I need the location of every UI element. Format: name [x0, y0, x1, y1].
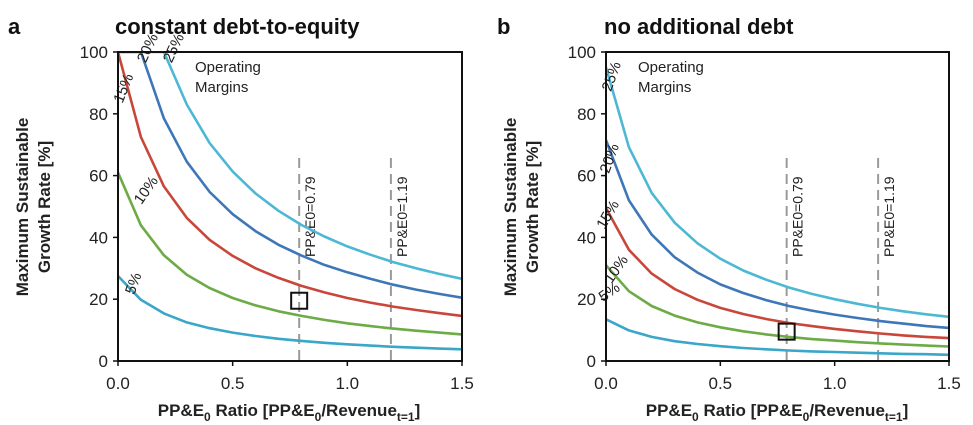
svg-text:PP&E0 Ratio [PP&E0/Revenuet=1]: PP&E0 Ratio [PP&E0/Revenuet=1] [646, 401, 909, 424]
x-axis-title-b: PP&E0 Ratio [PP&E0/Revenuet=1] [646, 401, 909, 424]
x-tick-label-b-0: 0.0 [594, 374, 618, 393]
x-tick-label-b-1: 0.5 [709, 374, 733, 393]
panel-title-a: constant debt-to-equity [115, 14, 360, 39]
y-tick-label-b-0: 0 [587, 352, 596, 371]
series-line-b-20pct [606, 139, 949, 330]
plot-area-b: PP&E0=0.79 PP&E0=1.195%10%15%20%25% Operat… [568, 43, 961, 393]
curve-label-a-10pct: 10% [131, 173, 162, 207]
panel-b: b no additional debt Maximum Sustainable… [497, 14, 961, 424]
highlight-box-b [777, 322, 796, 341]
note-margins-b: Margins [638, 79, 691, 96]
note-operating-b: Operating [638, 59, 704, 76]
x-tick-label-b-3: 1.5 [937, 374, 961, 393]
y-axis-title-a-line2: Growth Rate [%] [35, 141, 54, 273]
y-tick-label-a-3: 60 [89, 167, 108, 186]
y-tick-label-b-4: 80 [577, 105, 596, 124]
series-line-b-15pct [606, 207, 949, 340]
curve-label-a-15pct: 15% [110, 71, 137, 105]
panel-letter-a: a [8, 14, 21, 39]
x-tick-label-a-2: 1.0 [336, 374, 360, 393]
y-tick-label-a-0: 0 [99, 352, 108, 371]
x-tick-label-a-3: 1.5 [450, 374, 474, 393]
x-axis-title-a: PP&E0 Ratio [PP&E0/Revenuet=1] [158, 401, 421, 424]
series-line-a-15pct [118, 52, 462, 318]
y-tick-label-b-1: 20 [577, 290, 596, 309]
plot-frame-b [605, 51, 950, 362]
y-tick-label-a-1: 20 [89, 290, 108, 309]
y-tick-label-b-5: 100 [568, 43, 596, 62]
y-tick-label-a-2: 40 [89, 228, 108, 247]
curve-label-a-5pct: 5% [122, 270, 145, 296]
note-operating-a: Operating [195, 59, 261, 76]
series-line-a-20pct [118, 52, 462, 299]
x-tick-label-b-2: 1.0 [823, 374, 847, 393]
note-margins-a: Margins [195, 79, 248, 96]
series-line-b-25pct [606, 67, 949, 319]
x-tick-label-a-0: 0.0 [106, 374, 130, 393]
curve-label-b-15pct: 15% [593, 197, 623, 232]
x-tick-label-a-1: 0.5 [221, 374, 245, 393]
panel-letter-b: b [497, 14, 510, 39]
y-axis-title-a-line1: Maximum Sustainable [13, 118, 32, 297]
y-tick-label-b-3: 60 [577, 167, 596, 186]
series-line-a-10pct [118, 171, 462, 336]
y-tick-label-a-4: 80 [89, 105, 108, 124]
reference-label-a-0: PP&E0=0.79 [302, 176, 318, 257]
panel-title-b: no additional debt [604, 14, 794, 39]
series-line-a-5pct [118, 275, 462, 351]
y-tick-label-b-2: 40 [577, 228, 596, 247]
plot-area-a: PP&E0=0.79 PP&E0=1.195%10%15%20%25%Operat… [80, 31, 474, 393]
series-line-b-5pct [606, 318, 949, 357]
y-tick-label-a-5: 100 [80, 43, 108, 62]
curve-label-b-20pct: 20% [597, 141, 623, 175]
reference-label-a-1: PP&E0=1.19 [394, 176, 410, 257]
panel-a: a constant debt-to-equity Maximum Sustai… [8, 14, 474, 424]
svg-text:PP&E0 Ratio [PP&E0/Revenuet=1]: PP&E0 Ratio [PP&E0/Revenuet=1] [158, 401, 421, 424]
reference-label-b-1: PP&E0=1.19 [881, 176, 897, 257]
reference-label-b-0: PP&E0=0.79 [790, 176, 806, 257]
highlight-box-a [290, 291, 309, 310]
series-line-b-10pct [606, 264, 949, 348]
y-axis-title-b-line1: Maximum Sustainable [501, 118, 520, 297]
series-line-a-25pct [118, 52, 462, 281]
curve-label-b-25pct: 25% [599, 59, 625, 93]
y-axis-title-b-line2: Growth Rate [%] [523, 141, 542, 273]
plot-frame-a [117, 51, 463, 362]
